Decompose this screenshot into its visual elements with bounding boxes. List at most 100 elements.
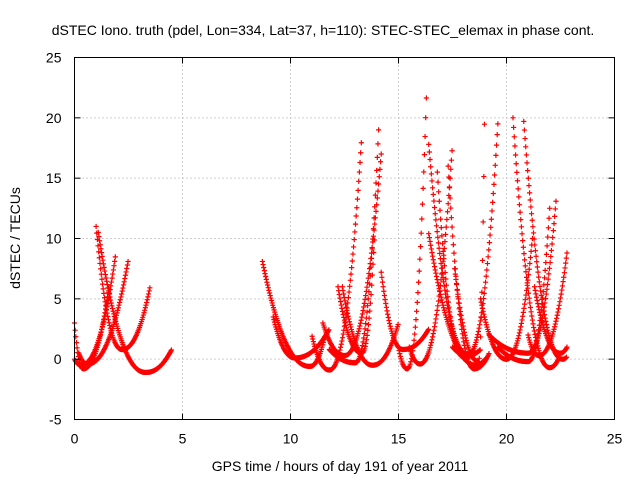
data-point bbox=[378, 159, 383, 164]
data-point bbox=[528, 255, 533, 260]
data-point bbox=[518, 327, 523, 332]
data-point bbox=[337, 296, 342, 301]
data-point bbox=[485, 261, 490, 266]
data-point bbox=[435, 303, 440, 308]
data-point bbox=[377, 174, 382, 179]
data-series bbox=[72, 95, 570, 375]
data-point bbox=[348, 322, 353, 327]
data-point bbox=[452, 266, 457, 271]
data-point bbox=[145, 297, 150, 302]
data-point bbox=[367, 308, 372, 313]
data-point bbox=[109, 276, 114, 281]
data-point bbox=[537, 279, 542, 284]
data-point bbox=[376, 127, 381, 132]
data-point bbox=[451, 251, 456, 256]
data-point bbox=[536, 275, 541, 280]
x-tick-label: 15 bbox=[391, 431, 407, 447]
data-point bbox=[382, 293, 387, 298]
data-point bbox=[441, 305, 446, 310]
data-point bbox=[550, 235, 555, 240]
data-point bbox=[563, 261, 568, 266]
data-point bbox=[435, 308, 440, 313]
data-point bbox=[122, 276, 127, 281]
x-tick-label: 0 bbox=[71, 431, 79, 447]
data-point bbox=[559, 291, 564, 296]
data-point bbox=[265, 282, 270, 287]
data-point bbox=[439, 225, 444, 230]
data-point bbox=[366, 322, 371, 327]
data-point bbox=[523, 144, 528, 149]
data-point bbox=[513, 152, 518, 157]
arc-12 bbox=[379, 270, 432, 352]
data-point bbox=[386, 315, 391, 320]
data-point bbox=[124, 266, 129, 271]
data-point bbox=[451, 242, 456, 247]
data-point bbox=[516, 194, 521, 199]
data-point bbox=[534, 259, 539, 264]
data-point bbox=[339, 306, 344, 311]
data-point bbox=[441, 256, 446, 261]
data-point bbox=[431, 257, 436, 262]
arc-17 bbox=[435, 170, 483, 360]
data-point bbox=[362, 297, 367, 302]
data-point bbox=[343, 320, 348, 325]
data-point bbox=[435, 229, 440, 234]
data-point bbox=[530, 224, 535, 229]
data-point bbox=[445, 209, 450, 214]
data-point bbox=[145, 294, 150, 299]
data-point bbox=[384, 305, 389, 310]
data-point bbox=[439, 266, 444, 271]
data-point bbox=[353, 222, 358, 227]
data-point bbox=[535, 264, 540, 269]
data-point bbox=[101, 286, 106, 291]
data-point bbox=[101, 291, 106, 296]
data-point bbox=[357, 169, 362, 174]
data-point bbox=[522, 302, 527, 307]
data-point bbox=[264, 280, 269, 285]
data-point bbox=[453, 277, 458, 282]
data-point bbox=[146, 291, 151, 296]
y-tick-label: -5 bbox=[49, 412, 62, 428]
y-tick-label: 15 bbox=[46, 170, 62, 186]
data-point bbox=[427, 235, 432, 240]
data-point bbox=[380, 280, 385, 285]
data-point bbox=[431, 261, 436, 266]
data-point bbox=[423, 115, 428, 120]
data-point bbox=[551, 221, 556, 226]
data-point bbox=[416, 280, 421, 285]
data-point bbox=[373, 180, 378, 185]
data-point bbox=[311, 339, 316, 344]
data-point bbox=[123, 273, 128, 278]
data-point bbox=[524, 160, 529, 165]
data-point bbox=[519, 321, 524, 326]
data-point bbox=[264, 277, 269, 282]
data-point bbox=[530, 317, 535, 322]
data-point bbox=[433, 271, 438, 276]
data-point bbox=[486, 247, 491, 252]
data-point bbox=[354, 205, 359, 210]
data-point bbox=[118, 297, 123, 302]
data-point bbox=[476, 329, 481, 334]
data-point bbox=[555, 313, 560, 318]
data-point bbox=[348, 324, 353, 329]
data-point bbox=[530, 218, 535, 223]
data-point bbox=[448, 205, 453, 210]
data-point bbox=[413, 317, 418, 322]
data-point bbox=[101, 261, 106, 266]
data-point bbox=[483, 280, 488, 285]
data-point bbox=[515, 178, 520, 183]
data-point bbox=[338, 299, 343, 304]
data-point bbox=[428, 243, 433, 248]
data-point bbox=[450, 233, 455, 238]
data-point bbox=[545, 243, 550, 248]
data-point bbox=[106, 320, 111, 325]
chart: dSTEC Iono. truth (pdel, Lon=334, Lat=37… bbox=[0, 0, 640, 480]
data-point bbox=[436, 240, 441, 245]
data-point bbox=[376, 181, 381, 186]
data-point bbox=[261, 265, 266, 270]
data-point bbox=[553, 199, 558, 204]
data-point bbox=[486, 254, 491, 259]
data-point bbox=[521, 119, 526, 124]
data-point bbox=[521, 251, 526, 256]
data-point bbox=[351, 244, 356, 249]
